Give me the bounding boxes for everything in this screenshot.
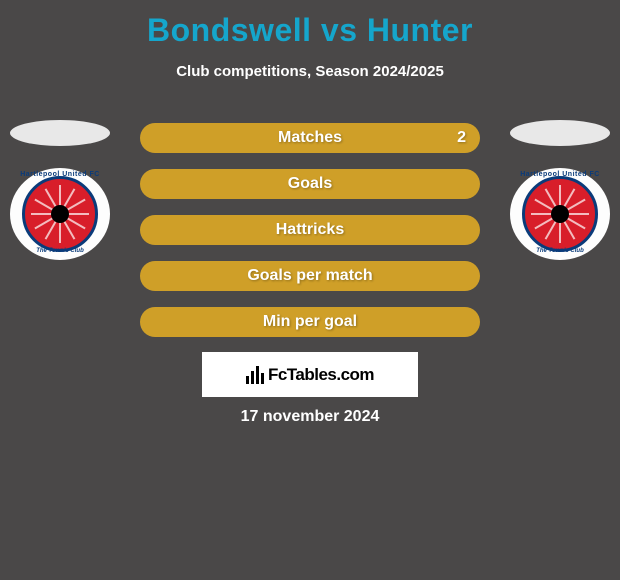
brand-logo: FcTables.com: [246, 365, 374, 385]
stat-bar-min-per-goal: Min per goal: [140, 307, 480, 337]
crest-inner: [522, 176, 598, 252]
bar-label: Hattricks: [276, 221, 344, 239]
page-title: Bondswell vs Hunter: [0, 0, 620, 49]
crest-text-bot: The Town's Club: [10, 248, 110, 254]
stat-bar-hattricks: Hattricks: [140, 215, 480, 245]
bar-label: Goals per match: [247, 267, 372, 285]
right-club-crest: Hartlepool United FC The Town's Club: [510, 168, 610, 260]
right-club-area: Hartlepool United FC The Town's Club: [510, 120, 610, 260]
stats-bars: Matches 2 Goals Hattricks Goals per matc…: [140, 123, 480, 353]
ellipse-shadow-left: [10, 120, 110, 146]
wheel-icon: [531, 185, 589, 243]
subtitle: Club competitions, Season 2024/2025: [0, 63, 620, 80]
crest-inner: [22, 176, 98, 252]
left-club-area: Hartlepool United FC The Town's Club: [10, 120, 110, 260]
bar-label: Min per goal: [263, 313, 357, 331]
bar-label: Goals: [288, 175, 332, 193]
brand-text: FcTables.com: [268, 365, 374, 385]
date-text: 17 november 2024: [0, 408, 620, 426]
left-club-crest: Hartlepool United FC The Town's Club: [10, 168, 110, 260]
crest-text-bot: The Town's Club: [510, 248, 610, 254]
stat-bar-matches: Matches 2: [140, 123, 480, 153]
brand-box[interactable]: FcTables.com: [202, 352, 418, 397]
chart-icon: [246, 366, 264, 384]
ellipse-shadow-right: [510, 120, 610, 146]
wheel-icon: [31, 185, 89, 243]
stat-bar-goals: Goals: [140, 169, 480, 199]
stat-bar-goals-per-match: Goals per match: [140, 261, 480, 291]
bar-label: Matches: [278, 129, 342, 147]
bar-value: 2: [457, 129, 466, 147]
